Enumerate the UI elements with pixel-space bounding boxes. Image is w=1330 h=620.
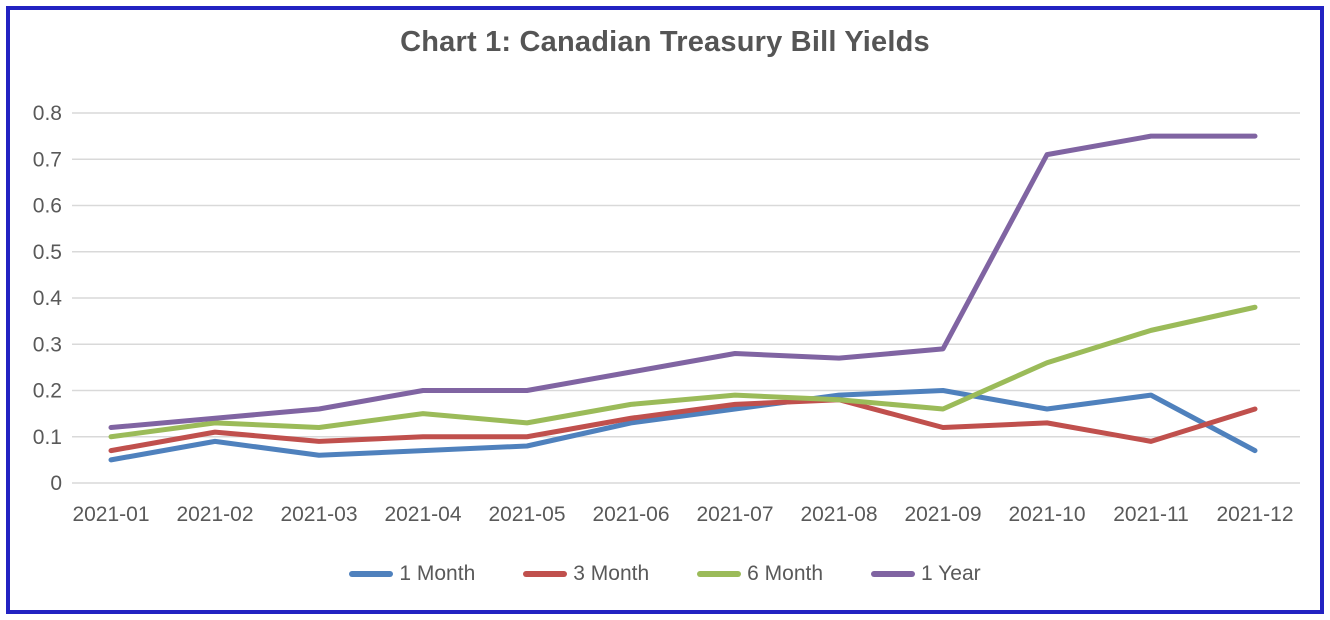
x-tick-label: 2021-03 bbox=[280, 503, 357, 526]
x-tick-label: 2021-01 bbox=[72, 503, 149, 526]
x-tick-label: 2021-07 bbox=[696, 503, 773, 526]
y-tick-label: 0.7 bbox=[33, 148, 62, 171]
series-line-1-month bbox=[108, 388, 1258, 463]
y-tick-label: 0.6 bbox=[33, 195, 62, 218]
legend-label: 1 Year bbox=[921, 562, 981, 585]
legend-item-6-month: 6 Month bbox=[697, 562, 823, 586]
x-tick-label: 2021-04 bbox=[384, 503, 461, 526]
series-line-3-month bbox=[108, 397, 1258, 454]
legend-swatch-icon bbox=[697, 571, 742, 577]
legend-swatch-icon bbox=[523, 571, 568, 577]
y-tick-label: 0.4 bbox=[33, 287, 63, 310]
y-tick-label: 0.5 bbox=[33, 241, 62, 264]
x-tick-label: 2021-05 bbox=[488, 503, 565, 526]
y-tick-label: 0.2 bbox=[33, 380, 62, 403]
chart-title: Chart 1: Canadian Treasury Bill Yields bbox=[400, 26, 930, 58]
legend-label: 6 Month bbox=[747, 562, 824, 585]
x-tick-label: 2021-08 bbox=[800, 503, 877, 526]
legend-item-1-month: 1 Month bbox=[349, 562, 475, 586]
legend-item-1-year: 1 Year bbox=[871, 562, 981, 586]
series-line-1-year bbox=[108, 133, 1258, 430]
legend-label: 1 Month bbox=[399, 562, 476, 585]
legend: 1 Month 3 Month 6 Month 1 Year bbox=[0, 556, 1330, 592]
y-tick-label: 0.3 bbox=[33, 333, 62, 356]
legend-swatch-icon bbox=[871, 571, 916, 577]
y-tick-label: 0.1 bbox=[33, 426, 62, 449]
y-tick-label: 0 bbox=[50, 472, 62, 495]
legend-item-3-month: 3 Month bbox=[523, 562, 649, 586]
x-tick-label: 2021-11 bbox=[1113, 503, 1189, 526]
legend-swatch-icon bbox=[349, 571, 394, 577]
chart-border-frame bbox=[6, 6, 1324, 614]
x-tick-label: 2021-10 bbox=[1008, 503, 1085, 526]
x-tick-label: 2021-06 bbox=[592, 503, 669, 526]
x-tick-label: 2021-09 bbox=[904, 503, 981, 526]
legend-label: 3 Month bbox=[573, 562, 650, 585]
series-line-6-month bbox=[108, 304, 1258, 440]
y-tick-label: 0.8 bbox=[33, 102, 62, 125]
x-tick-label: 2021-02 bbox=[176, 503, 253, 526]
x-tick-label: 2021-12 bbox=[1216, 503, 1293, 526]
